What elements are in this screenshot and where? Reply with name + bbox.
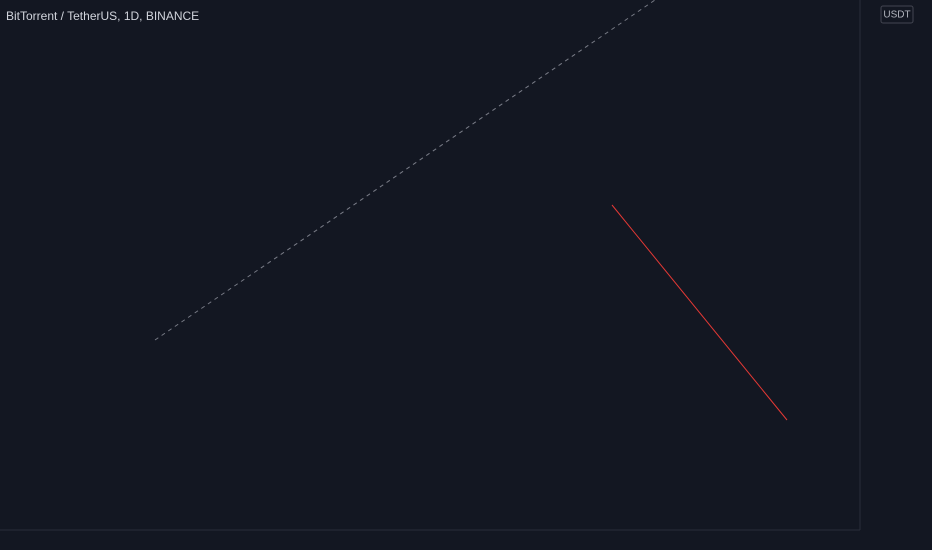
currency[interactable]: USDT — [883, 10, 910, 21]
currency-box[interactable] — [880, 5, 914, 24]
trend-line — [611, 204, 788, 421]
time-axis — [0, 530, 860, 550]
chart-title: BitTorrent / TetherUS, 1D, BINANCE — [6, 9, 199, 23]
price-axis — [860, 0, 932, 550]
fib-trend-line — [154, 0, 656, 341]
